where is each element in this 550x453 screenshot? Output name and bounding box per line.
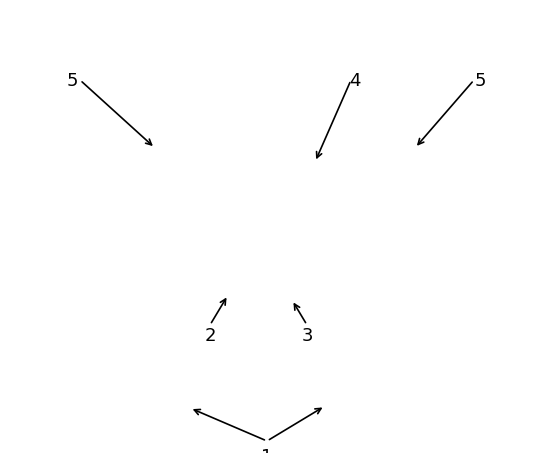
Text: 3: 3: [301, 327, 313, 345]
Text: 5: 5: [66, 72, 78, 90]
Text: 4: 4: [349, 72, 361, 90]
Text: 5: 5: [474, 72, 486, 90]
Text: 2: 2: [204, 327, 216, 345]
Text: 1: 1: [261, 448, 273, 453]
